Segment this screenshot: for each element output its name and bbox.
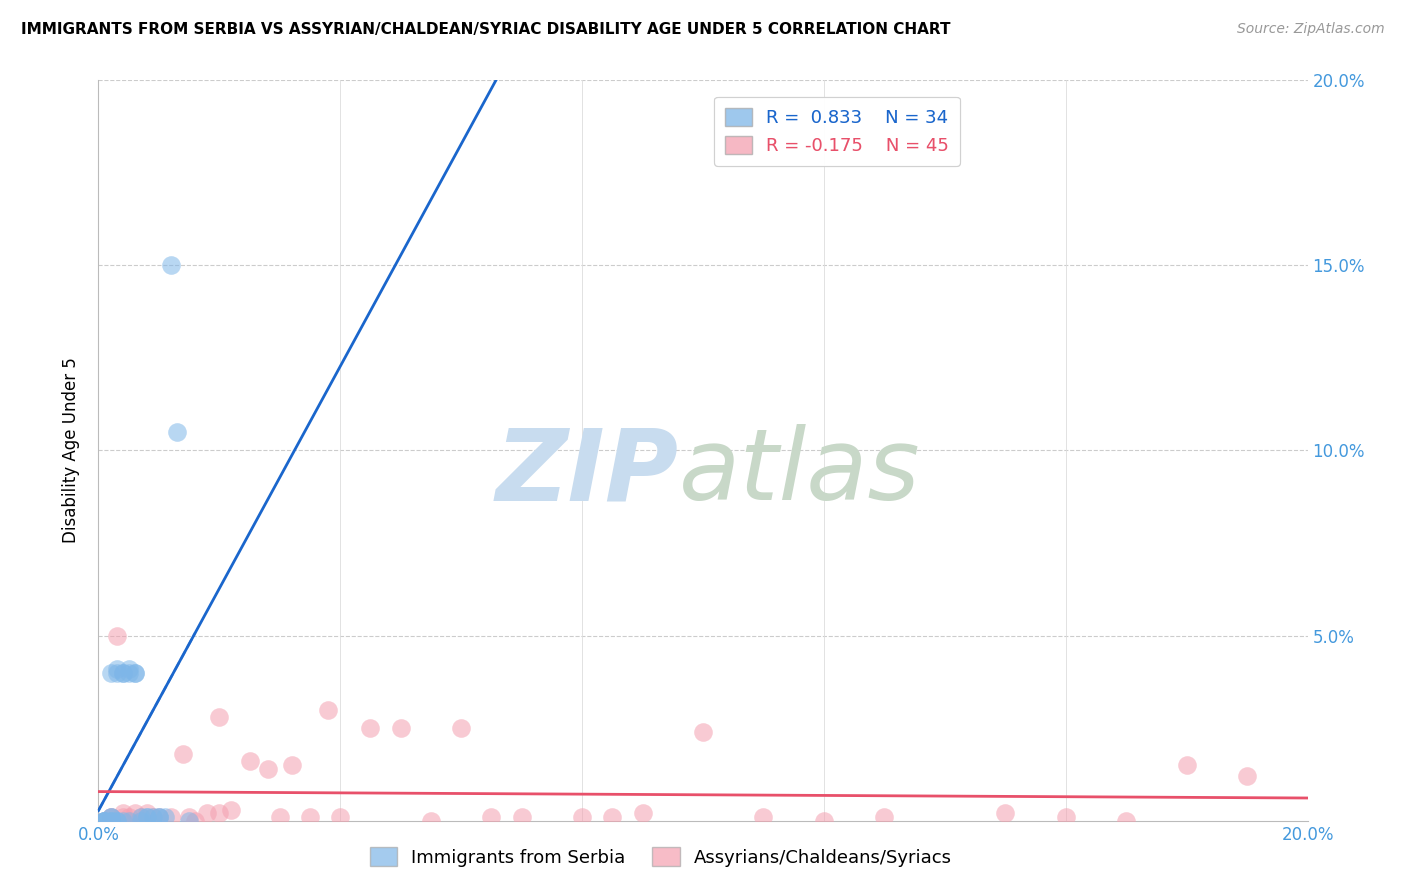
- Point: [1236, 769, 1258, 783]
- Point: [239, 755, 262, 769]
- Point: [105, 814, 128, 828]
- Point: [316, 703, 339, 717]
- Point: [153, 810, 176, 824]
- Point: [813, 814, 835, 828]
- Point: [299, 810, 322, 824]
- Point: [111, 806, 134, 821]
- Point: [142, 810, 165, 824]
- Point: [208, 806, 231, 821]
- Point: [100, 814, 122, 828]
- Point: [124, 665, 146, 680]
- Point: [208, 710, 231, 724]
- Point: [93, 814, 115, 828]
- Point: [510, 810, 533, 824]
- Point: [111, 665, 134, 680]
- Point: [692, 724, 714, 739]
- Point: [118, 662, 141, 676]
- Point: [100, 814, 122, 828]
- Point: [105, 662, 128, 676]
- Point: [179, 814, 201, 828]
- Point: [118, 814, 141, 828]
- Point: [100, 810, 122, 824]
- Point: [389, 721, 412, 735]
- Point: [93, 814, 115, 828]
- Point: [571, 810, 593, 824]
- Point: [111, 814, 134, 828]
- Text: IMMIGRANTS FROM SERBIA VS ASSYRIAN/CHALDEAN/SYRIAC DISABILITY AGE UNDER 5 CORREL: IMMIGRANTS FROM SERBIA VS ASSYRIAN/CHALD…: [21, 22, 950, 37]
- Point: [481, 810, 503, 824]
- Point: [1175, 758, 1198, 772]
- Point: [105, 628, 128, 642]
- Point: [129, 810, 152, 824]
- Point: [166, 425, 188, 439]
- Legend: Immigrants from Serbia, Assyrians/Chaldeans/Syriacs: Immigrants from Serbia, Assyrians/Chalde…: [363, 840, 959, 874]
- Point: [100, 814, 122, 828]
- Point: [100, 810, 122, 824]
- Point: [111, 665, 134, 680]
- Point: [142, 810, 165, 824]
- Point: [148, 810, 170, 824]
- Point: [105, 665, 128, 680]
- Point: [100, 810, 122, 824]
- Point: [994, 806, 1017, 821]
- Point: [450, 721, 472, 735]
- Point: [124, 665, 146, 680]
- Point: [256, 762, 278, 776]
- Point: [160, 259, 183, 273]
- Point: [129, 810, 152, 824]
- Point: [93, 814, 115, 828]
- Point: [631, 806, 654, 821]
- Point: [602, 810, 624, 824]
- Point: [111, 810, 134, 824]
- Point: [329, 810, 352, 824]
- Legend: R =  0.833    N = 34, R = -0.175    N = 45: R = 0.833 N = 34, R = -0.175 N = 45: [714, 96, 960, 166]
- Point: [184, 814, 207, 828]
- Point: [873, 810, 896, 824]
- Point: [105, 814, 128, 828]
- Y-axis label: Disability Age Under 5: Disability Age Under 5: [62, 358, 80, 543]
- Point: [118, 810, 141, 824]
- Point: [1115, 814, 1137, 828]
- Point: [179, 810, 201, 824]
- Point: [124, 806, 146, 821]
- Point: [1054, 810, 1077, 824]
- Point: [148, 810, 170, 824]
- Point: [100, 810, 122, 824]
- Point: [148, 810, 170, 824]
- Point: [135, 806, 157, 821]
- Point: [93, 814, 115, 828]
- Point: [172, 747, 194, 761]
- Text: Source: ZipAtlas.com: Source: ZipAtlas.com: [1237, 22, 1385, 37]
- Point: [281, 758, 304, 772]
- Text: ZIP: ZIP: [496, 425, 679, 521]
- Point: [221, 803, 243, 817]
- Point: [93, 814, 115, 828]
- Point: [360, 721, 382, 735]
- Point: [269, 810, 291, 824]
- Point: [118, 665, 141, 680]
- Point: [129, 814, 152, 828]
- Point: [195, 806, 218, 821]
- Point: [160, 810, 183, 824]
- Text: atlas: atlas: [679, 425, 921, 521]
- Point: [752, 810, 775, 824]
- Point: [93, 814, 115, 828]
- Point: [135, 810, 157, 824]
- Point: [100, 665, 122, 680]
- Point: [420, 814, 443, 828]
- Point: [135, 810, 157, 824]
